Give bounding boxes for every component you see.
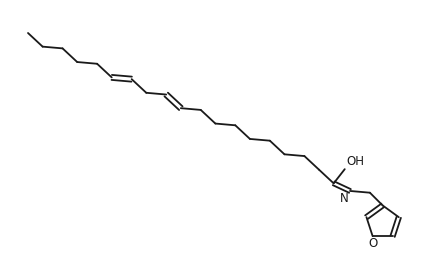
- Text: N: N: [340, 192, 349, 205]
- Text: O: O: [368, 237, 377, 250]
- Text: OH: OH: [347, 155, 365, 168]
